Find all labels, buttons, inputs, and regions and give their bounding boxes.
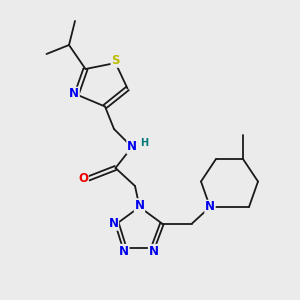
Text: N: N xyxy=(119,244,129,258)
Text: S: S xyxy=(111,54,120,67)
Text: N: N xyxy=(205,200,215,214)
Text: N: N xyxy=(108,217,118,230)
Text: N: N xyxy=(127,140,137,154)
Text: O: O xyxy=(78,172,88,185)
Text: N: N xyxy=(134,199,145,212)
Text: H: H xyxy=(140,138,149,148)
Text: N: N xyxy=(69,87,79,101)
Text: N: N xyxy=(148,244,159,258)
